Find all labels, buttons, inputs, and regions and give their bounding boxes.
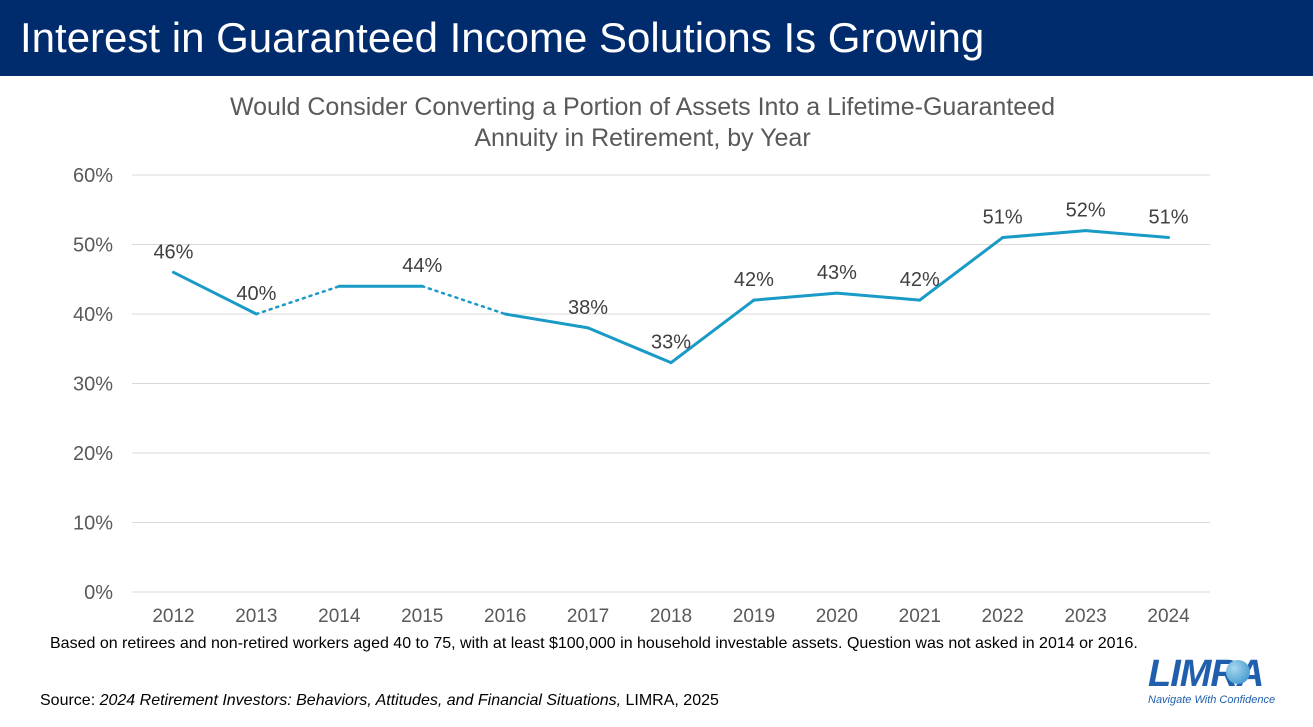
footnote: Based on retirees and non-retired worker… (50, 635, 1138, 652)
y-tick-label: 30% (73, 374, 113, 396)
source-prefix: Source: (40, 692, 100, 709)
data-label: 51% (1149, 207, 1189, 229)
y-tick-label: 0% (84, 582, 113, 604)
data-label: 46% (153, 241, 193, 263)
series-segment-dotted (420, 284, 507, 316)
series-segment (503, 312, 590, 330)
data-label: 33% (651, 332, 691, 354)
source-note: Source: 2024 Retirement Investors: Behav… (40, 692, 719, 710)
source-title: 2024 Retirement Investors: Behaviors, At… (99, 692, 622, 709)
chart-title-line2: Annuity in Retirement, by Year (474, 124, 811, 152)
series-segment (171, 270, 258, 316)
series-segment (1001, 229, 1088, 240)
data-label: 42% (900, 269, 940, 291)
y-tick-label: 40% (73, 304, 113, 326)
limra-logo: LIMRA Navigate With Confidence (1146, 654, 1278, 710)
series-segment (669, 298, 756, 365)
chart-title: Would Consider Converting a Portion of A… (0, 92, 1285, 154)
x-tick-label: 2022 (982, 606, 1024, 627)
page-title: Interest in Guaranteed Income Solutions … (20, 14, 985, 61)
x-tick-label: 2018 (650, 606, 692, 627)
x-tick-label: 2024 (1147, 606, 1190, 627)
data-label: 42% (734, 269, 774, 291)
data-label: 38% (568, 297, 608, 319)
series-segment (586, 326, 673, 365)
y-tick-label: 60% (73, 165, 113, 187)
x-tick-label: 2015 (401, 606, 443, 627)
data-label: 51% (983, 207, 1023, 229)
x-tick-label: 2021 (899, 606, 941, 627)
series-segment (918, 236, 1005, 302)
data-label: 52% (1066, 200, 1106, 222)
x-tick-label: 2020 (816, 606, 858, 627)
header-bar: Interest in Guaranteed Income Solutions … (0, 0, 1313, 76)
x-tick-label: 2017 (567, 606, 609, 627)
y-tick-label: 20% (73, 443, 113, 465)
x-tick-label: 2019 (733, 606, 775, 627)
series-segment (1084, 229, 1171, 240)
x-tick-label: 2012 (152, 606, 194, 627)
y-tick-label: 10% (73, 513, 113, 535)
x-tick-label: 2014 (318, 606, 361, 627)
series-segment (752, 291, 839, 302)
series-segment-dotted (255, 284, 341, 316)
x-tick-label: 2013 (235, 606, 277, 627)
y-tick-label: 50% (73, 235, 113, 257)
x-tick-label: 2016 (484, 606, 526, 627)
data-label: 40% (236, 283, 276, 305)
source-suffix: LIMRA, 2025 (621, 692, 719, 709)
chart-title-line1: Would Consider Converting a Portion of A… (230, 93, 1055, 121)
globe-icon (1226, 660, 1250, 684)
series-segment (835, 291, 922, 302)
data-label: 44% (402, 255, 442, 277)
x-tick-label: 2023 (1064, 606, 1106, 627)
logo-tagline: Navigate With Confidence (1148, 694, 1276, 706)
data-label: 43% (817, 262, 857, 284)
